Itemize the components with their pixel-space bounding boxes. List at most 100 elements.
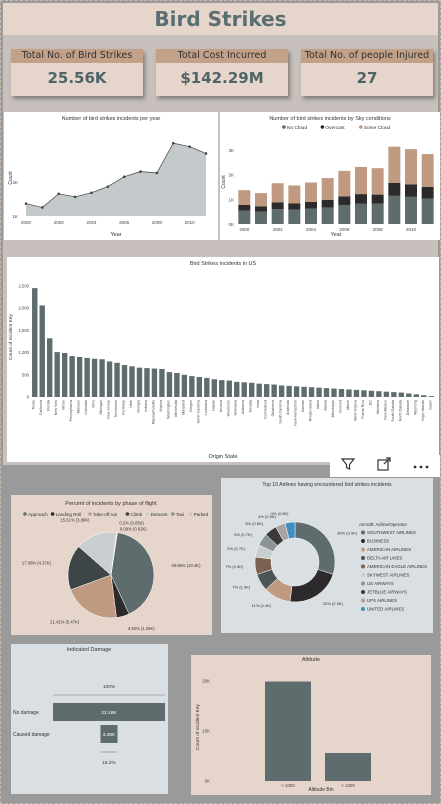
x-tick-label: Idaho	[316, 400, 320, 409]
data-label: 11% (1.4K)	[252, 603, 272, 608]
bar-segment	[321, 207, 334, 224]
area-fill	[26, 143, 206, 216]
bar	[376, 391, 382, 397]
legend-marker	[171, 512, 175, 516]
data-point	[41, 206, 44, 209]
bar-segment	[271, 202, 284, 210]
bar-segment	[238, 190, 251, 205]
kpi-card-injured: Total No. of people Injured 27	[301, 49, 433, 96]
x-tick-label: 2006	[339, 227, 350, 232]
bar-segment	[305, 202, 317, 209]
bar-segment	[288, 209, 301, 224]
bar	[121, 365, 128, 397]
y-tick-label: 1K	[228, 197, 234, 202]
bar	[286, 385, 292, 397]
bar	[69, 356, 75, 397]
bar-segment	[388, 182, 401, 196]
bar-segment	[421, 198, 434, 224]
kpi-value: $142.29M	[180, 69, 264, 87]
bar	[241, 382, 247, 397]
data-label: 17.08% (4.37K)	[22, 561, 52, 566]
x-tick-label: 2006	[119, 220, 130, 225]
category-label: No damage	[13, 710, 39, 716]
data-label: 4% (0.5K)	[258, 514, 276, 519]
x-axis-title: Year	[110, 232, 121, 238]
data-label: 40.69% (10.4K)	[171, 563, 201, 568]
data-point	[122, 175, 126, 179]
y-tick-label: 2,500	[19, 283, 30, 288]
x-tick-label: Arizona	[219, 400, 223, 412]
bar	[301, 386, 307, 397]
x-tick-label: Vermont	[338, 400, 342, 413]
legend-marker	[361, 556, 365, 560]
data-label: 22.18K	[101, 710, 117, 716]
legend-marker	[125, 512, 130, 516]
legend-marker	[88, 512, 92, 516]
x-tick-label: > 1000	[341, 783, 355, 788]
bar	[99, 359, 105, 397]
chart-per-year: Number of bird strikes incidents per yea…	[8, 116, 208, 238]
bar	[204, 377, 210, 397]
bar	[181, 374, 188, 397]
legend-marker	[50, 512, 55, 516]
data-label: 4% (0.5K)	[271, 511, 289, 516]
filter-icon[interactable]	[340, 456, 356, 477]
data-point	[106, 185, 110, 188]
more-options-icon[interactable]	[412, 457, 430, 475]
legend-label: Landing Roll	[56, 512, 82, 517]
chart-us-states: Bird Strikes incidents in US Texas Califor…	[8, 261, 434, 460]
kpi-label: Total Cost Incurred	[156, 49, 288, 63]
bar	[47, 338, 53, 397]
x-tick-label: Oklahoma	[271, 400, 275, 416]
legend-label: BUSINESS	[367, 539, 389, 544]
bar	[368, 390, 375, 397]
x-tick-label: < 1000	[281, 783, 295, 788]
x-tick-label: New Hampshire	[294, 400, 298, 426]
chart-title: Altitude	[302, 657, 320, 663]
bar	[129, 366, 135, 397]
data-point	[204, 152, 208, 155]
x-tick-label: Minnesota	[174, 400, 178, 417]
pie-slice	[110, 532, 118, 576]
x-tick-label: Mississippi	[331, 400, 335, 418]
chart-title: Indicated Damage	[67, 647, 112, 653]
chart-title: Percent of incidents by phase of flight	[65, 501, 157, 507]
bar-segment	[371, 168, 384, 195]
bar	[219, 380, 225, 397]
y-tick-label: 1,000	[19, 350, 30, 355]
legend-marker	[361, 564, 365, 569]
data-label: 15.61% (3.99K)	[60, 518, 90, 523]
legend-marker	[361, 590, 365, 594]
bar	[211, 379, 217, 397]
x-tick-label: Virgin Islands	[421, 400, 425, 422]
legend-marker	[361, 573, 365, 577]
bar	[331, 388, 337, 397]
bar	[263, 384, 270, 397]
pie-slice	[67, 546, 112, 591]
x-tick-label: South Dakota	[391, 400, 395, 422]
bar	[159, 369, 165, 397]
data-label: 5% (0.6K)	[245, 521, 263, 526]
bar-segment	[421, 154, 434, 187]
x-axis-title: Year	[330, 232, 341, 238]
bar-segment	[338, 204, 351, 224]
legend-label: Climb	[130, 512, 142, 517]
x-tick-label: 2008	[373, 227, 384, 232]
x-axis-title: Origin State	[208, 454, 237, 460]
bar	[144, 368, 150, 397]
percent-label: 100%	[103, 684, 116, 690]
y-tick-label: 2K	[12, 180, 18, 185]
x-tick-label: Georgia	[136, 400, 140, 413]
bar-segment	[338, 170, 351, 197]
bar-segment	[405, 149, 417, 185]
bar-segment	[405, 184, 417, 197]
x-tick-label: Oregon	[189, 400, 193, 412]
bar	[234, 381, 240, 397]
data-label: 0.09% (0.02K)	[120, 527, 147, 532]
focus-mode-icon[interactable]	[376, 456, 392, 477]
x-tick-label: Utah	[129, 400, 133, 408]
title-bar: Bird Strikes	[3, 3, 438, 35]
kpi-label: Total No. of people Injured	[301, 49, 433, 63]
legend-label: Overcast	[325, 125, 345, 131]
donut-slice	[289, 569, 334, 603]
